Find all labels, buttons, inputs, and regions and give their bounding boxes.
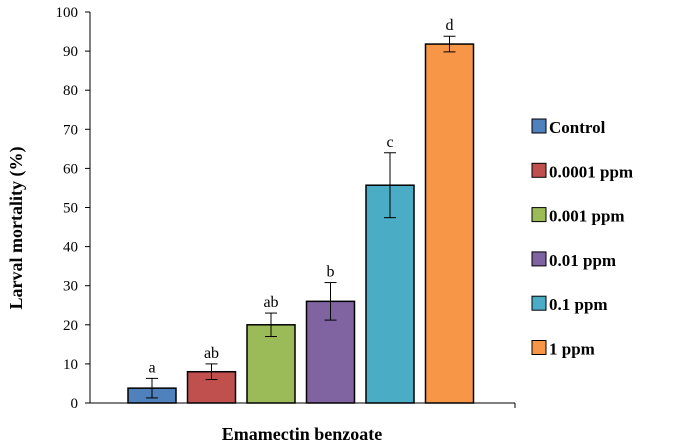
- y-tick-label: 30: [63, 279, 78, 295]
- y-tick-label: 50: [63, 201, 78, 217]
- significance-label-3: b: [327, 264, 335, 281]
- bar-2: [246, 324, 296, 404]
- legend: Control 0.0001 ppm 0.001 ppm 0.01 ppm 0.1 pp…: [531, 118, 633, 359]
- significance-label-4: c: [386, 134, 393, 151]
- significance-label-2: ab: [263, 294, 278, 311]
- x-axis-title: Emamectin benzoate: [222, 424, 382, 444]
- axes: [89, 12, 516, 408]
- legend-swatch-2: [531, 207, 547, 223]
- bar-4: [365, 184, 415, 404]
- y-tick-label: 40: [63, 240, 78, 256]
- legend-label-1: 0.0001 ppm: [549, 162, 633, 181]
- legend-label-3: 0.01 ppm: [549, 251, 616, 270]
- y-tick-label: 70: [63, 122, 78, 138]
- legend-label-2: 0.001 ppm: [549, 207, 625, 226]
- legend-label-5: 1 ppm: [549, 340, 595, 359]
- legend-label-4: 0.1 ppm: [549, 295, 608, 314]
- legend-swatch-0: [531, 118, 547, 134]
- y-tick-label: 20: [63, 318, 78, 334]
- y-tick-label: 0: [71, 396, 79, 412]
- significance-label-0: a: [148, 359, 155, 376]
- legend-label-0: Control: [549, 118, 606, 137]
- legend-swatch-1: [531, 162, 547, 178]
- bar-5: [424, 43, 475, 404]
- legend-swatch-5: [531, 340, 547, 355]
- y-tick-label: 10: [63, 357, 78, 373]
- y-axis-title: Larval mortality (%): [6, 147, 27, 310]
- y-axis-ticks: 0 10 20 30 40 50 60 70 80 90 100: [56, 5, 90, 412]
- y-tick-label: 60: [63, 161, 78, 177]
- y-tick-label: 90: [63, 44, 78, 60]
- bars: a ab ab b c d: [127, 17, 475, 404]
- y-tick-label: 80: [63, 83, 78, 99]
- significance-label-5: d: [446, 17, 454, 34]
- legend-swatch-4: [531, 295, 547, 311]
- y-tick-label: 100: [56, 5, 79, 21]
- legend-swatch-3: [531, 251, 547, 267]
- significance-label-1: ab: [204, 345, 219, 362]
